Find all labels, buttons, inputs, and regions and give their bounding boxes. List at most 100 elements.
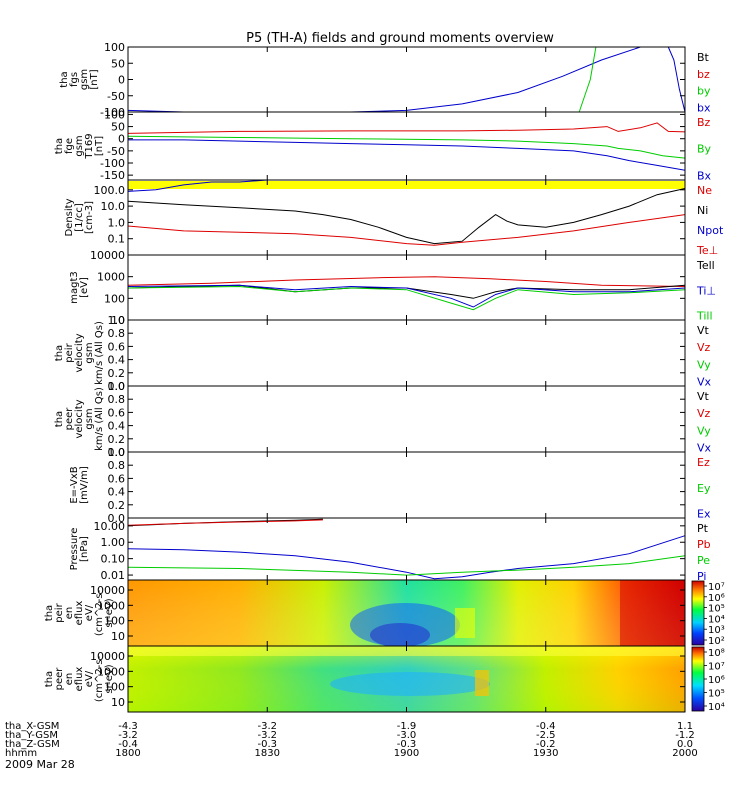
- y-tick-label: 10000: [90, 650, 125, 663]
- series-line: [127, 188, 686, 245]
- y-tick-label: 0.2: [108, 367, 126, 380]
- time-axis-row-label: tha_Y-GSM: [5, 730, 58, 741]
- y-axis-label-line: tha: [44, 605, 55, 621]
- series-line: [127, 519, 323, 526]
- y-axis-label-line: peer: [64, 407, 75, 431]
- legend-entry: Vz: [697, 341, 711, 354]
- y-axis-label-line: gsm: [74, 135, 85, 156]
- y-tick-label: 100: [104, 41, 125, 54]
- y-tick-label: 0.4: [108, 486, 126, 499]
- y-axis-label-line: km/s (All Qs): [94, 387, 105, 451]
- legend-entry: Ni: [697, 204, 708, 217]
- time-axis-tick-label: -0.2: [536, 739, 556, 750]
- y-axis-label-line: Density: [64, 198, 75, 236]
- y-tick-label: 0.8: [108, 459, 126, 472]
- legend-entry: Vx: [697, 376, 712, 389]
- y-tick-label: 1.0: [108, 446, 126, 459]
- time-axis-tick-label: -3.0: [397, 730, 417, 741]
- y-axis-label: tha peir velocity gsm km/s (All Qs): [54, 321, 105, 385]
- y-axis-label-line: eV/: [84, 670, 95, 687]
- y-axis-label-line: [nPa]: [79, 536, 90, 562]
- legend-entry: Npot: [697, 224, 724, 237]
- y-axis-label-line: (cm^2-s-: [94, 655, 105, 702]
- legend-entry: Ez: [697, 456, 710, 469]
- panel-frame: [127, 319, 686, 387]
- y-tick-label: 0.2: [108, 433, 126, 446]
- panel-frame: [127, 385, 686, 453]
- colorbar-label: 10⁶: [708, 675, 725, 686]
- y-axis-label-line: [1/cc]: [74, 203, 85, 232]
- y-tick-label: 0: [118, 133, 125, 146]
- time-axis-tick-label: -1.9: [397, 721, 417, 732]
- y-tick-label: -100: [100, 106, 125, 119]
- y-axis-label-line: eV/: [84, 604, 95, 621]
- y-tick-label: 10: [111, 630, 125, 643]
- y-tick-label: 1000: [97, 271, 125, 284]
- y-axis-label: Pressure [nPa]: [69, 528, 90, 571]
- y-axis-label-line: sr-eV): [104, 664, 115, 693]
- y-axis-label-line: fgs: [69, 72, 80, 87]
- colorbar-label: 10⁴: [708, 702, 725, 713]
- panel-1: 100 50 0 -50 -100 tha fgs gsm [nT] Bt bz by bx: [59, 41, 711, 119]
- time-axis-tick-label: -0.3: [397, 739, 417, 750]
- y-axis-label: tha peir en eflux eV/(cm^2-s-sr-eV): [44, 589, 115, 636]
- legend-entry: Till: [696, 310, 713, 323]
- legend-entry: Vt: [697, 324, 710, 337]
- time-axis-tick-label: 1.1: [677, 721, 693, 732]
- legend-entry: Te⊥: [696, 244, 718, 257]
- y-tick-label: -150: [100, 169, 125, 182]
- time-axis-tick-label: -3.2: [257, 721, 277, 732]
- time-axis-tick-label: 2000: [672, 748, 697, 759]
- y-tick-label: 1000: [97, 665, 125, 678]
- y-axis-label-line: [cm-3]: [84, 201, 95, 234]
- y-axis-label-line: tha: [54, 411, 65, 427]
- y-axis-label-line: (cm^2-s-: [94, 589, 105, 636]
- y-tick-label: 100: [104, 292, 125, 305]
- y-axis-label-line: eflux: [74, 601, 85, 626]
- y-tick-label: 10.00: [94, 520, 126, 533]
- y-axis-label-line: fge: [64, 138, 75, 154]
- spectrogram-blob: [620, 580, 685, 646]
- time-axis-row-label: tha_X-GSM: [5, 721, 59, 732]
- legend-entry: Pb: [697, 538, 711, 551]
- time-axis-tick-label: -1.2: [675, 730, 695, 741]
- y-tick-label: 0.8: [108, 393, 126, 406]
- y-tick-label: 0.4: [108, 420, 126, 433]
- panel-4: 10000 1000 100 10 magt3 [eV] Tell Ti⊥ Till: [69, 249, 716, 327]
- y-tick-label: 0.10: [101, 553, 126, 566]
- y-tick-label: 1000: [97, 599, 125, 612]
- y-axis-label: tha fgs gsm [nT]: [59, 69, 100, 90]
- legend-entry: Vt: [697, 390, 710, 403]
- y-tick-label: 100.0: [94, 184, 126, 197]
- series-line: [578, 46, 597, 113]
- y-tick-label: 0.6: [108, 406, 126, 419]
- y-axis-label: tha peer en eflux eV/(cm^2-s-sr-eV): [44, 655, 115, 702]
- y-axis-label-line: gsm: [79, 69, 90, 90]
- time-axis-row-label: tha_Z-GSM: [5, 739, 60, 750]
- y-tick-label: 100: [104, 615, 125, 628]
- y-axis-label-line: tha: [44, 671, 55, 687]
- y-axis-label-line: [nT]: [89, 69, 100, 89]
- colorbar: [691, 646, 705, 712]
- series-line: [667, 46, 686, 113]
- legend-entry: Bz: [697, 116, 711, 129]
- legend-entry: Pt: [697, 522, 709, 535]
- legend-entry: Vz: [697, 407, 711, 420]
- series-line: [127, 179, 268, 192]
- spectrogram-image: [128, 646, 685, 712]
- legend-entry: Pi: [697, 570, 706, 583]
- y-axis-label: Density [1/cc] [cm-3]: [64, 198, 95, 236]
- date-label: 2009 Mar 28: [5, 758, 75, 771]
- colorbar-label: 10⁴: [708, 614, 725, 625]
- y-tick-label: 50: [111, 121, 125, 134]
- time-axis-tick-label: 1900: [394, 748, 419, 759]
- y-tick-label: 1.0: [108, 314, 126, 327]
- y-axis-label-line: [mV/m]: [79, 466, 90, 504]
- colorbar-label: 10⁸: [708, 648, 725, 659]
- panel-3: 100.0 10.0 1.0 0.1 Density [1/cc] [cm-3] Ne Ni Np…: [64, 179, 724, 257]
- y-tick-label: -100: [100, 157, 125, 170]
